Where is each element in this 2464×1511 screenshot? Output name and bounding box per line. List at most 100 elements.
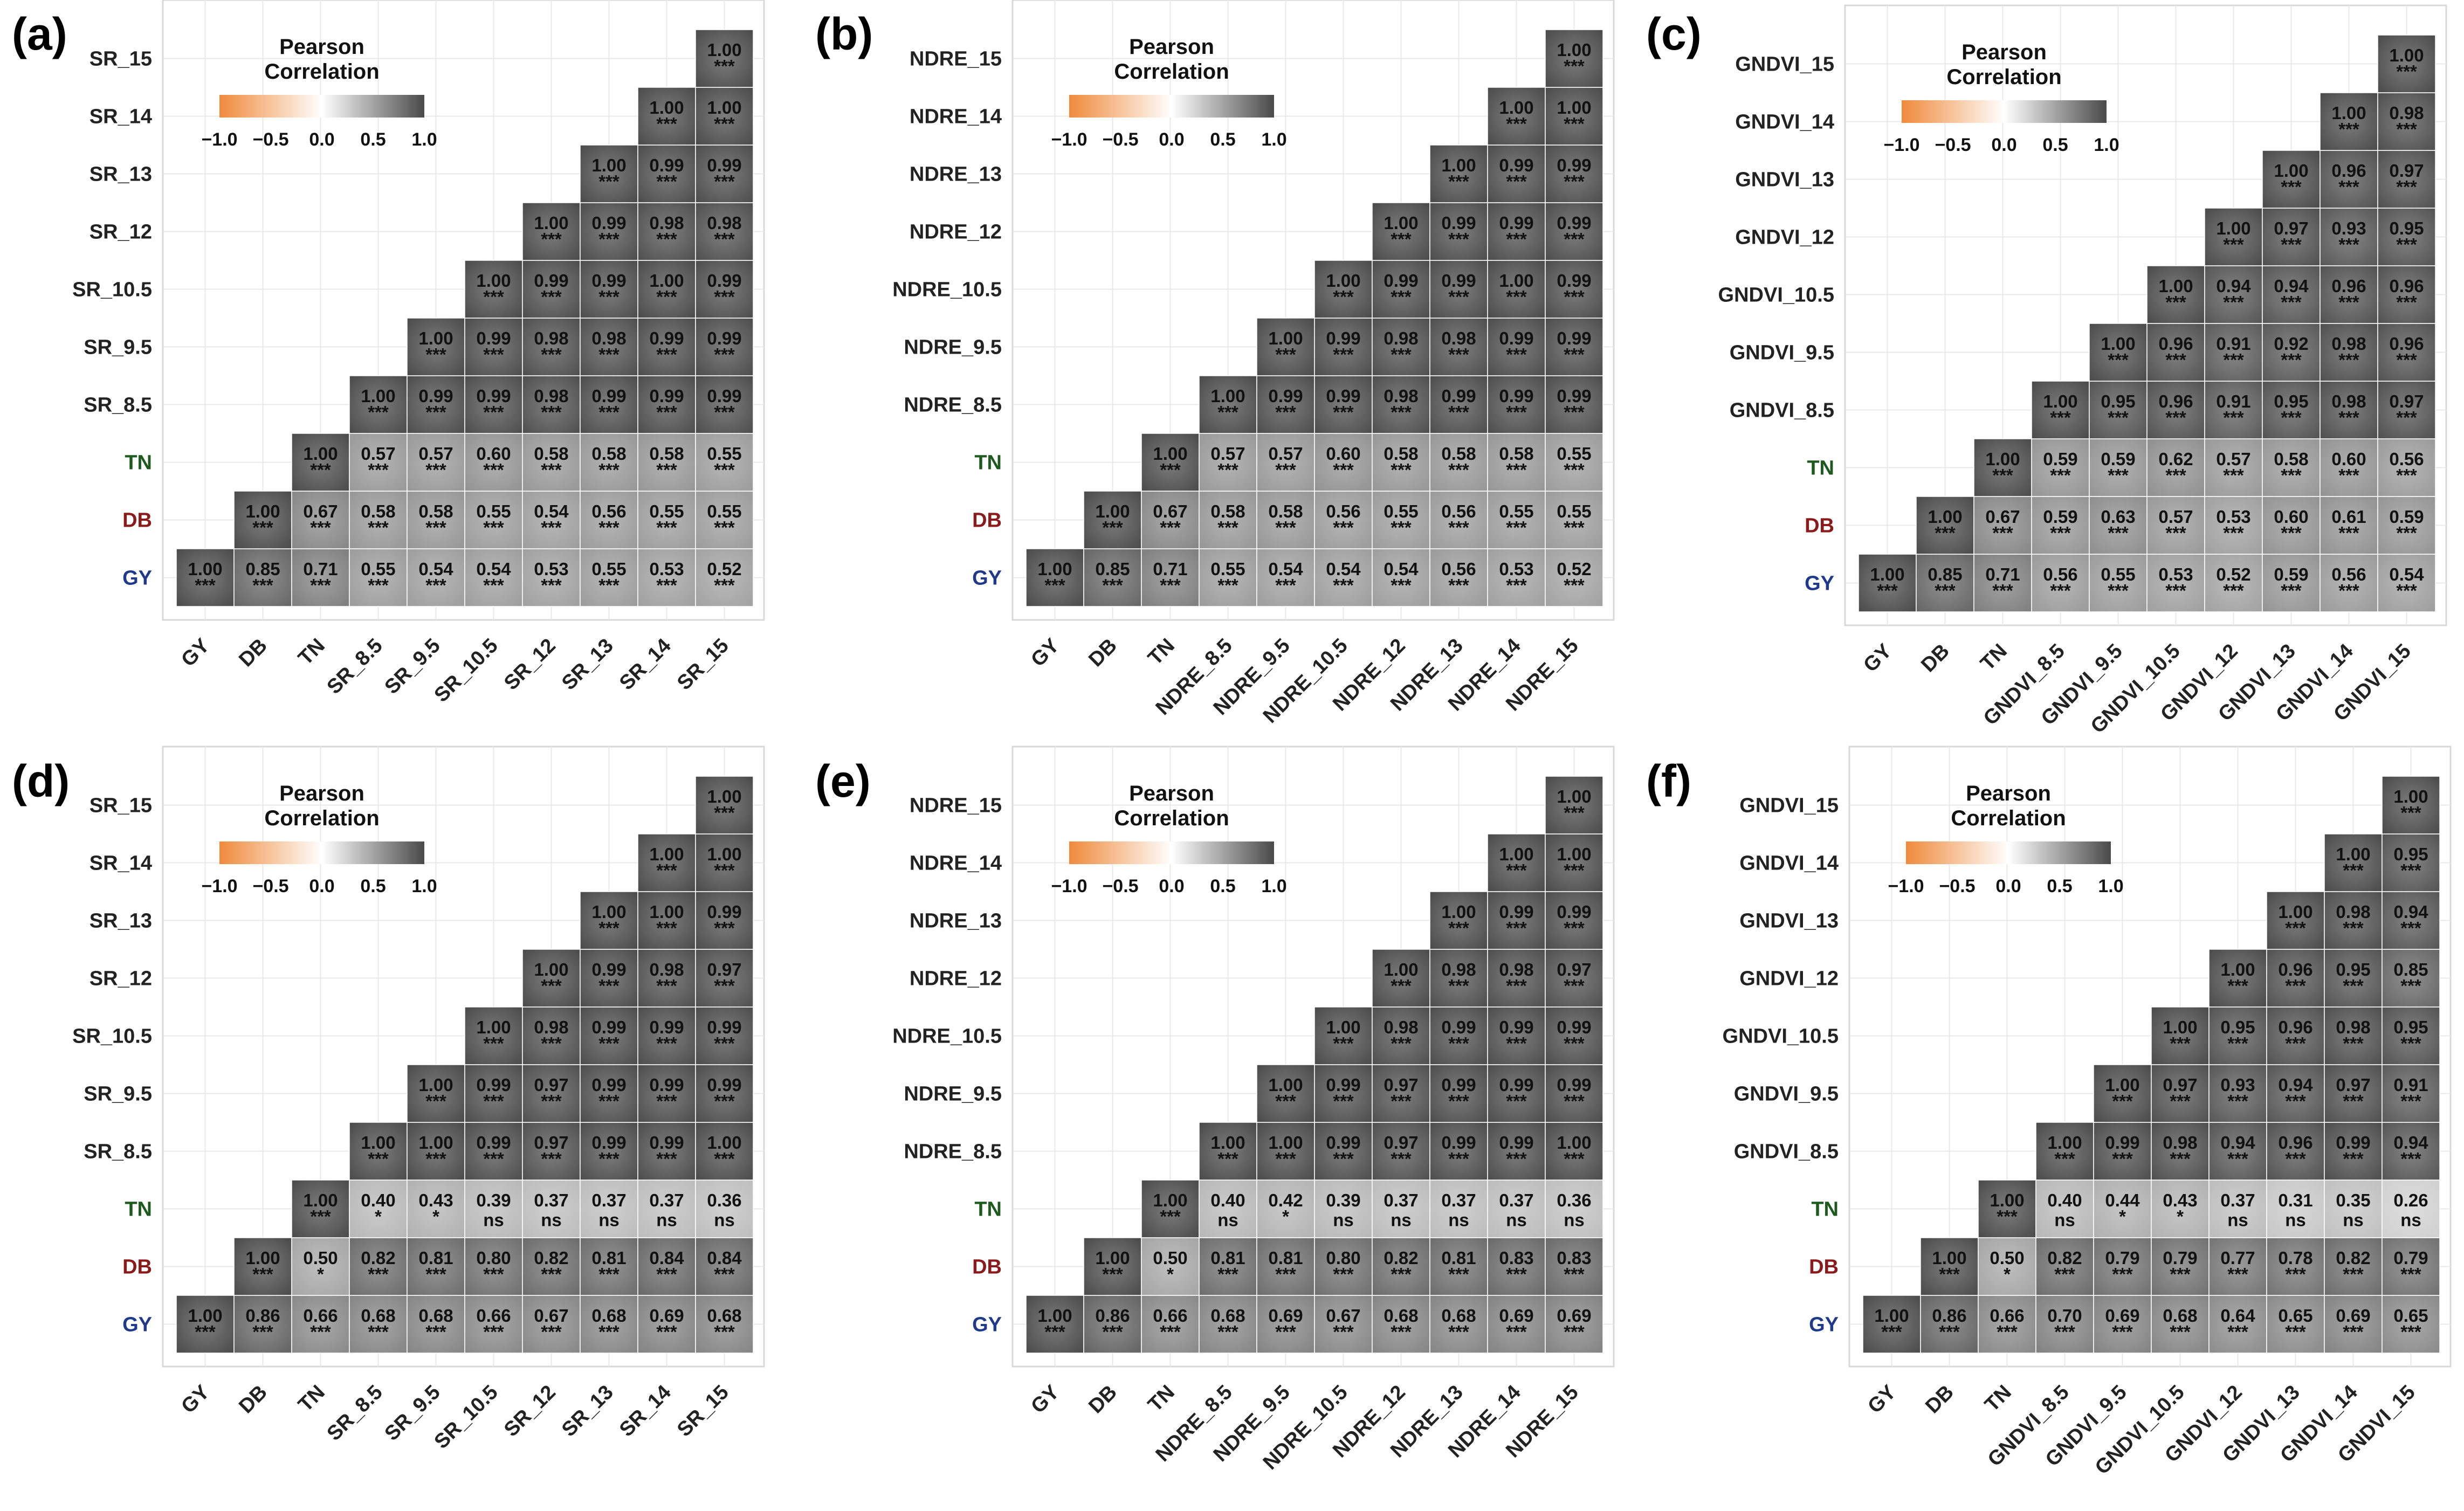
cell-significance: ***: [310, 460, 331, 480]
heatmap-cell-shade: [638, 1238, 696, 1295]
heatmap-cell: 0.98***: [2324, 891, 2383, 950]
heatmap-cell-shade: [2205, 208, 2262, 266]
cell-significance: ***: [2396, 465, 2417, 485]
cell-significance: ***: [1391, 402, 1412, 422]
heatmap-cell: 0.98***: [1372, 375, 1430, 434]
cell-significance: ***: [656, 1033, 677, 1053]
cell-value: 0.68: [707, 1306, 741, 1326]
y-tick-label: SR_14: [90, 852, 152, 875]
heatmap-cell: 0.60***: [2320, 438, 2378, 497]
heatmap-cell: 0.97***: [2262, 208, 2321, 266]
cell-significance: ***: [2223, 234, 2244, 254]
x-tick-label: GY: [177, 634, 214, 672]
legend-tick-label: −1.0: [201, 876, 237, 896]
heatmap-cell: 1.00***: [1025, 548, 1084, 607]
cell-value: 0.65: [2393, 1306, 2428, 1326]
heatmap-cell-shade: [1863, 1295, 1921, 1353]
heatmap-cell-shade: [580, 1180, 638, 1238]
cell-significance: ***: [2285, 1033, 2306, 1053]
heatmap-cell-shade: [638, 1065, 696, 1122]
heatmap-cell-shade: [638, 834, 696, 892]
cell-significance: ***: [1217, 1264, 1238, 1284]
heatmap-cell-shade: [2094, 1295, 2151, 1353]
cell-value: 0.99: [476, 1075, 511, 1095]
cell-significance: ***: [2108, 408, 2129, 427]
cell-value: 1.00: [1928, 507, 1962, 527]
heatmap-cell-shade: [2320, 150, 2378, 208]
heatmap-cell: 0.99***: [637, 1122, 696, 1181]
heatmap-cell-shade: [1430, 1122, 1488, 1180]
cell-value: 0.68: [1210, 1306, 1245, 1326]
cell-significance: *: [375, 1206, 382, 1226]
x-tick-label: GY: [1863, 1381, 1901, 1418]
heatmap-cell-shade: [696, 949, 753, 1007]
cell-value: 0.58: [1268, 501, 1303, 521]
panel-label: (e): [815, 756, 871, 806]
cell-value: 1.00: [303, 1190, 338, 1210]
cell-value: 0.55: [707, 444, 741, 464]
heatmap-cell: 0.60***: [2262, 496, 2321, 555]
x-tick-label: SR_13: [558, 634, 618, 695]
cell-value: 0.69: [2105, 1306, 2139, 1326]
cell-significance: ***: [1448, 229, 1469, 249]
cell-value: 0.99: [591, 960, 626, 979]
cell-value: 0.60: [1326, 444, 1360, 464]
cell-value: 0.55: [1210, 559, 1245, 579]
y-tick-label: DB: [972, 1256, 1002, 1279]
heatmap-cell: 0.92***: [2262, 323, 2321, 382]
cell-significance: ***: [598, 402, 620, 422]
heatmap-cell-shade: [638, 1295, 696, 1353]
heatmap-cell-shade: [580, 260, 638, 318]
cell-significance: ns: [714, 1210, 735, 1230]
legend-title-line2: Correlation: [1951, 806, 2066, 830]
y-tick-label: GY: [122, 1314, 152, 1336]
heatmap-cell-shade: [2262, 150, 2320, 208]
legend-title-line2: Correlation: [264, 806, 379, 830]
heatmap-cell: 0.96***: [2320, 265, 2378, 324]
heatmap-cell: 1.00***: [2146, 265, 2205, 324]
heatmap-cell: 0.98***: [1429, 949, 1488, 1008]
heatmap-cell-shade: [2267, 1180, 2324, 1238]
panel-label: (d): [12, 756, 70, 806]
cell-significance: ***: [1564, 1149, 1585, 1169]
heatmap-cell-shade: [580, 433, 638, 491]
heatmap-cell: 0.58***: [1429, 433, 1488, 492]
heatmap-cell: 0.99***: [1487, 202, 1546, 261]
cell-value: 0.99: [1557, 1017, 1591, 1037]
cell-value: 0.67: [1326, 1306, 1360, 1326]
cell-significance: *: [2177, 1206, 2184, 1226]
cell-significance: ***: [598, 287, 620, 307]
cell-value: 0.99: [649, 386, 684, 406]
legend-tick-label: 1.0: [1261, 129, 1286, 150]
cell-value: 0.55: [361, 559, 395, 579]
heatmap-cell-shade: [580, 318, 638, 376]
heatmap-cell: 1.00***: [695, 1122, 754, 1181]
heatmap-cell-shade: [2209, 1065, 2267, 1122]
heatmap-cell: 0.69***: [2093, 1295, 2152, 1354]
cell-value: 0.82: [1384, 1248, 1418, 1268]
cell-significance: ***: [1564, 803, 1585, 823]
heatmap-cell: 0.53***: [2146, 554, 2205, 612]
heatmap-cell-shade: [1314, 260, 1372, 318]
cell-value: 0.93: [2220, 1075, 2255, 1095]
heatmap-cell-shade: [696, 260, 753, 318]
heatmap-cell: 0.58***: [2262, 438, 2321, 497]
heatmap-cell: 0.53***: [522, 548, 581, 607]
cell-value: 0.99: [1268, 386, 1303, 406]
heatmap-cell: 1.00***: [1256, 318, 1315, 376]
cell-value: 0.98: [2331, 334, 2366, 354]
heatmap-cell-shade: [2205, 266, 2262, 323]
heatmap-cell-shade: [2036, 1238, 2094, 1295]
y-tick-label: NDRE_14: [910, 106, 1002, 128]
heatmap-cell: 0.99***: [1256, 375, 1315, 434]
heatmap-cell: 1.00***: [464, 260, 523, 319]
heatmap-cell-shade: [1430, 318, 1488, 376]
heatmap-cell: 0.99***: [464, 318, 523, 376]
heatmap-cell-shade: [1199, 1122, 1257, 1180]
heatmap-cell-shade: [2378, 93, 2435, 150]
cell-significance: ***: [2343, 1264, 2364, 1284]
